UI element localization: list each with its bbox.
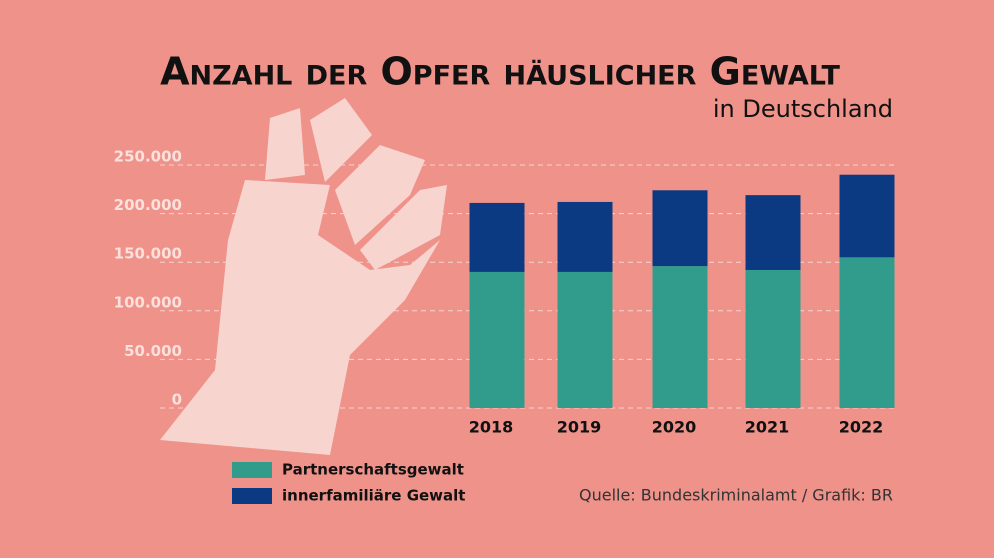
y-tick-label: 250.000 bbox=[114, 148, 182, 166]
x-tick-label: 2018 bbox=[469, 418, 514, 437]
source-note: Quelle: Bundeskriminalamt / Grafik: BR bbox=[579, 486, 893, 505]
y-tick-label: 100.000 bbox=[114, 293, 182, 311]
legend-label: Partnerschaftsgewalt bbox=[282, 461, 464, 479]
bar-segment bbox=[557, 271, 613, 408]
y-tick-label: 150.000 bbox=[114, 245, 182, 263]
legend-swatch bbox=[232, 488, 272, 504]
bar-segment bbox=[839, 174, 895, 258]
legend-label: innerfamiliäre Gewalt bbox=[282, 487, 465, 505]
fist-illustration bbox=[160, 98, 447, 455]
bar-segment bbox=[469, 271, 525, 408]
x-tick-label: 2022 bbox=[839, 418, 884, 437]
x-tick-label: 2020 bbox=[652, 418, 697, 437]
bar-segment bbox=[745, 195, 801, 270]
bar-segment bbox=[469, 202, 525, 272]
bar-segment bbox=[557, 201, 613, 272]
x-tick-label: 2021 bbox=[745, 418, 790, 437]
bar-segment bbox=[839, 257, 895, 408]
chart-subtitle: in Deutschland bbox=[713, 95, 893, 123]
y-tick-label: 200.000 bbox=[114, 196, 182, 214]
y-tick-label: 0 bbox=[172, 391, 182, 409]
bar-segment bbox=[652, 266, 708, 408]
legend-swatch bbox=[232, 462, 272, 478]
y-tick-label: 50.000 bbox=[124, 342, 182, 360]
x-tick-label: 2019 bbox=[557, 418, 602, 437]
bar-segment bbox=[745, 269, 801, 408]
bar-segment bbox=[652, 190, 708, 267]
chart-title: Anzahl der Opfer häuslicher Gewalt bbox=[160, 50, 840, 94]
